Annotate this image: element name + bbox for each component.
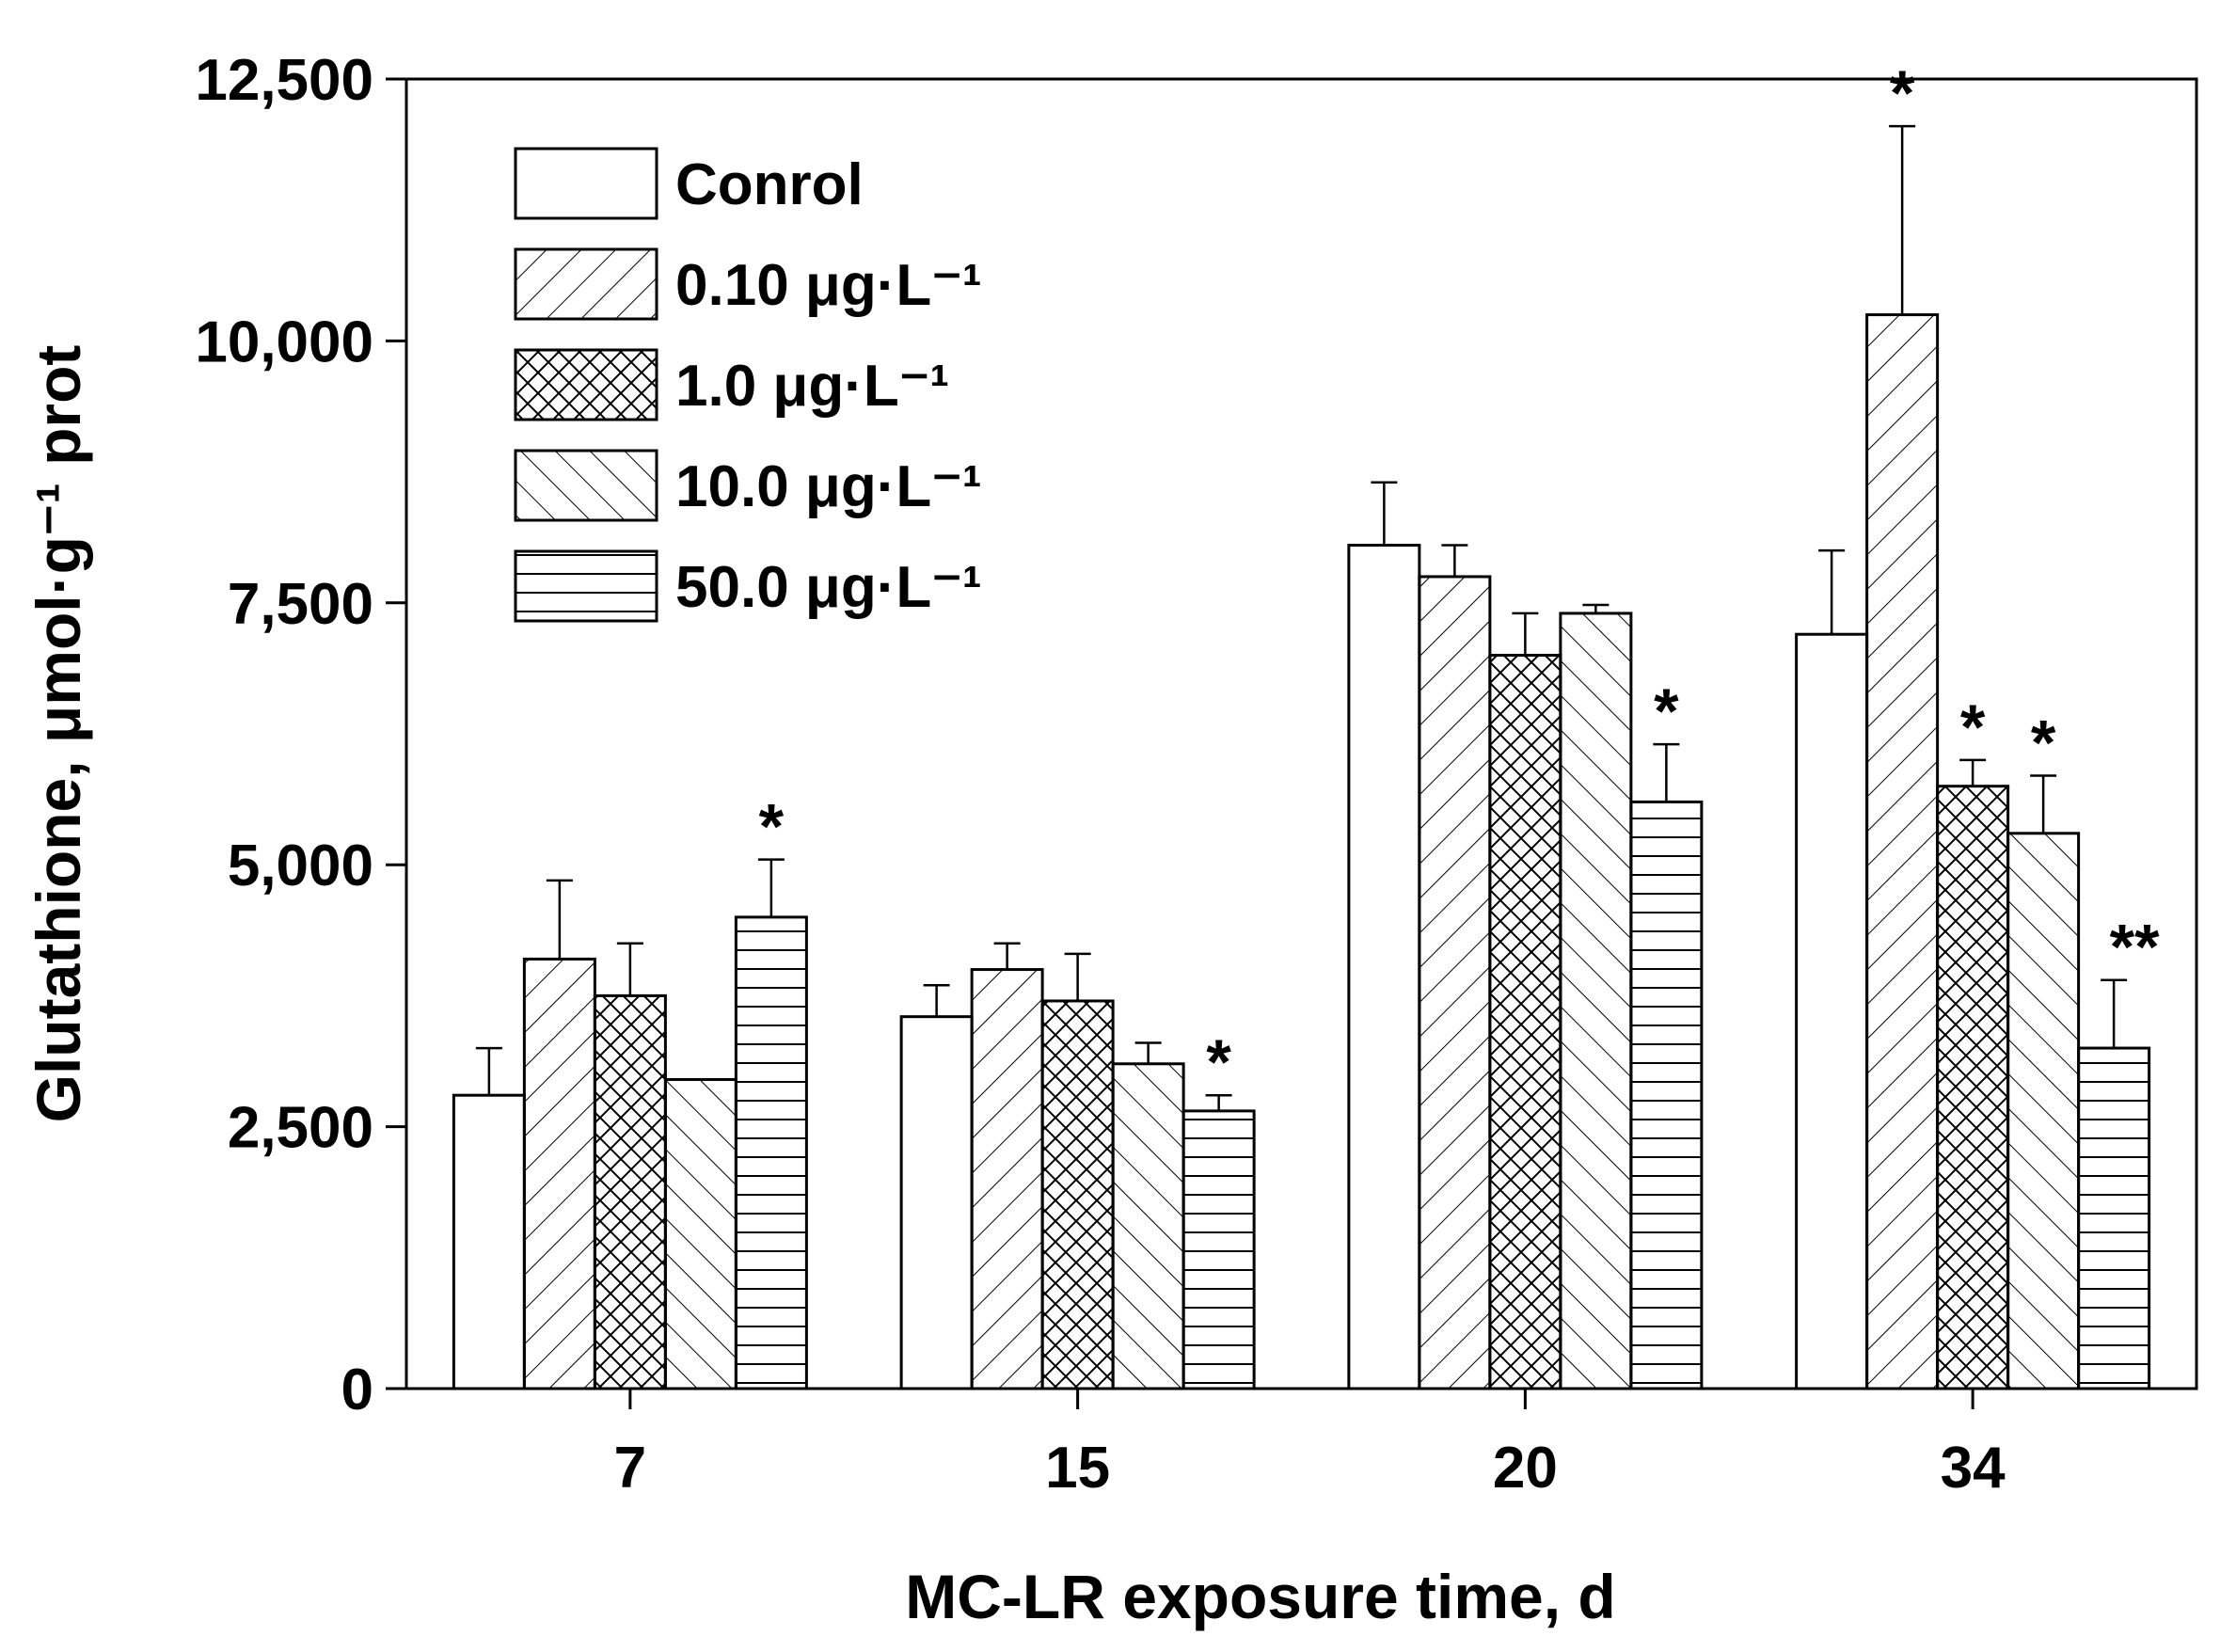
significance-label: * bbox=[759, 791, 785, 863]
bar bbox=[1795, 632, 1869, 1390]
y-tick-label: 7,500 bbox=[228, 572, 373, 637]
y-tick-label: 12,500 bbox=[195, 48, 373, 113]
significance-label: * bbox=[1206, 1026, 1231, 1098]
legend-label: 10.0 μg·L⁻¹ bbox=[675, 454, 982, 519]
bar bbox=[899, 1015, 974, 1390]
x-tick-label: 7 bbox=[614, 1436, 646, 1501]
bar bbox=[1418, 575, 1492, 1390]
x-tick-label: 20 bbox=[1493, 1436, 1558, 1501]
bar bbox=[1181, 1109, 1256, 1390]
bar bbox=[1559, 612, 1633, 1390]
bar bbox=[1040, 999, 1115, 1390]
legend-label: 1.0 μg·L⁻¹ bbox=[675, 354, 949, 419]
bar bbox=[970, 968, 1044, 1390]
bar bbox=[593, 993, 667, 1390]
legend-label: 0.10 μg·L⁻¹ bbox=[675, 253, 982, 318]
x-axis: 7 15 20 34 bbox=[614, 1389, 2006, 1501]
legend-swatch bbox=[514, 348, 658, 421]
legend: Conrol 0.10 μg·L⁻¹ 1.0 μg·L⁻¹ 10.0 μg·L⁻¹ 50… bbox=[514, 147, 982, 623]
significance-label: * bbox=[1890, 57, 1915, 129]
bar bbox=[734, 915, 808, 1390]
bar bbox=[1488, 653, 1562, 1390]
bar bbox=[2006, 832, 2081, 1390]
bar bbox=[1936, 785, 2010, 1390]
y-tick-label: 0 bbox=[341, 1358, 373, 1422]
x-axis-title: MC-LR exposure time, d bbox=[905, 1562, 1615, 1631]
bar bbox=[1865, 313, 1940, 1390]
y-axis: 0 2,500 5,000 7,500 10,000 12,500 bbox=[195, 48, 406, 1422]
significance-label: * bbox=[2031, 707, 2056, 779]
y-axis-title: Glutathione, μmol·g⁻¹ prot bbox=[24, 345, 93, 1123]
x-tick-label: 15 bbox=[1045, 1436, 1110, 1501]
significance-label: * bbox=[1960, 691, 1986, 763]
y-tick-label: 10,000 bbox=[195, 310, 373, 374]
bar bbox=[663, 1077, 737, 1390]
legend-swatch bbox=[514, 549, 658, 623]
legend-label: 50.0 μg·L⁻¹ bbox=[675, 555, 982, 620]
x-tick-label: 34 bbox=[1941, 1436, 2006, 1501]
bar bbox=[1347, 544, 1421, 1390]
legend-swatch bbox=[514, 247, 658, 321]
y-tick-label: 5,000 bbox=[228, 834, 373, 898]
y-tick-label: 2,500 bbox=[228, 1096, 373, 1161]
bar bbox=[452, 1093, 526, 1390]
legend-swatch bbox=[514, 147, 658, 220]
bar bbox=[522, 957, 596, 1390]
bar bbox=[1111, 1062, 1185, 1390]
legend-label: Conrol bbox=[675, 152, 864, 217]
legend-swatch bbox=[514, 449, 658, 522]
bar bbox=[1629, 800, 1704, 1390]
bar bbox=[2077, 1046, 2151, 1390]
bar-groups: ***** *** bbox=[452, 57, 2160, 1390]
significance-label: * bbox=[1654, 675, 1679, 747]
plot-frame bbox=[404, 77, 2198, 1390]
significance-label: ** bbox=[2110, 912, 2160, 983]
